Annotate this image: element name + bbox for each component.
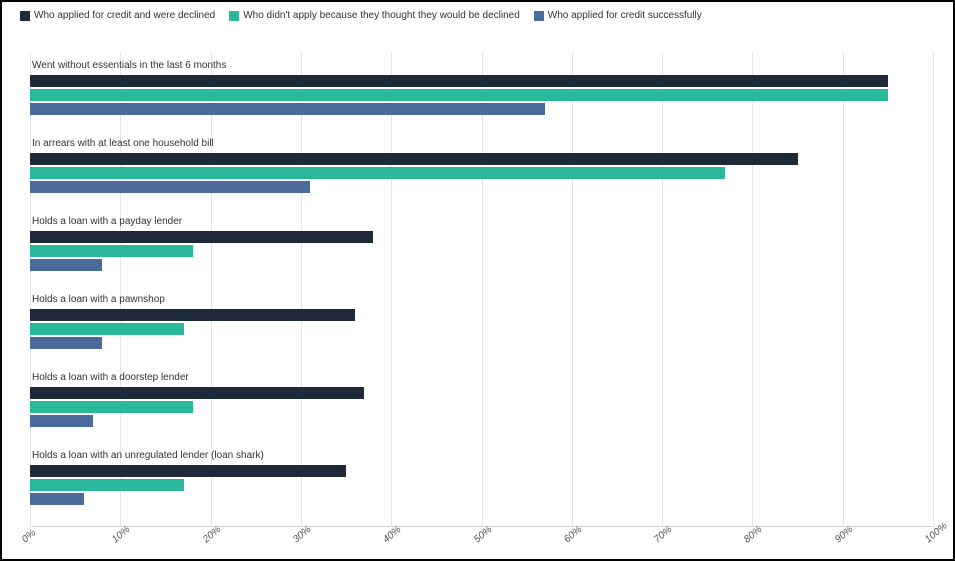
legend-swatch-didnt-apply (229, 11, 239, 21)
x-tick-label: 10% (110, 524, 132, 545)
x-tick-label: 0% (20, 528, 38, 546)
legend: Who applied for credit and were declined… (2, 2, 953, 25)
x-tick-label: 60% (562, 524, 584, 545)
bar-group: Holds a loan with a pawnshop (30, 294, 933, 351)
legend-swatch-declined (20, 11, 30, 21)
bar-didnt_apply (30, 89, 888, 101)
bar-declined (30, 465, 346, 477)
bar-didnt_apply (30, 401, 193, 413)
bar-successful (30, 415, 93, 427)
group-label: Holds a loan with a pawnshop (32, 294, 933, 305)
legend-item-successful: Who applied for credit successfully (534, 10, 702, 21)
x-axis-ticks: 0%10%20%30%40%50%60%70%80%90%100% (30, 529, 933, 555)
chart-frame: Who applied for credit and were declined… (0, 0, 955, 561)
legend-label-successful: Who applied for credit successfully (548, 10, 702, 21)
x-tick-label: 30% (291, 524, 313, 545)
group-label: Holds a loan with a doorstep lender (32, 372, 933, 383)
bar-group: Holds a loan with a payday lender (30, 216, 933, 273)
bar-declined (30, 153, 798, 165)
plot-area: Went without essentials in the last 6 mo… (30, 52, 933, 527)
x-tick-label: 80% (742, 524, 764, 545)
bar-didnt_apply (30, 167, 725, 179)
x-tick-label: 20% (201, 524, 223, 545)
legend-swatch-successful (534, 11, 544, 21)
bar-group: In arrears with at least one household b… (30, 138, 933, 195)
gridline (933, 52, 934, 527)
bar-successful (30, 337, 102, 349)
bar-declined (30, 231, 373, 243)
x-tick-label: 90% (833, 524, 855, 545)
legend-item-declined: Who applied for credit and were declined (20, 10, 215, 21)
bar-successful (30, 493, 84, 505)
bar-group: Went without essentials in the last 6 mo… (30, 60, 933, 117)
bar-didnt_apply (30, 479, 184, 491)
bar-successful (30, 259, 102, 271)
x-tick-label: 40% (381, 524, 403, 545)
group-label: Holds a loan with a payday lender (32, 216, 933, 227)
x-tick-label: 70% (652, 524, 674, 545)
group-label: Holds a loan with an unregulated lender … (32, 450, 933, 461)
legend-item-didnt-apply: Who didn't apply because they thought th… (229, 10, 520, 21)
group-label: Went without essentials in the last 6 mo… (32, 60, 933, 71)
bar-successful (30, 181, 310, 193)
bar-declined (30, 309, 355, 321)
bar-successful (30, 103, 545, 115)
x-tick-label: 50% (472, 524, 494, 545)
bar-declined (30, 387, 364, 399)
legend-label-didnt-apply: Who didn't apply because they thought th… (243, 10, 520, 21)
bar-declined (30, 75, 888, 87)
bar-didnt_apply (30, 323, 184, 335)
bar-group: Holds a loan with an unregulated lender … (30, 450, 933, 507)
legend-label-declined: Who applied for credit and were declined (34, 10, 215, 21)
bar-didnt_apply (30, 245, 193, 257)
bar-group: Holds a loan with a doorstep lender (30, 372, 933, 429)
group-label: In arrears with at least one household b… (32, 138, 933, 149)
